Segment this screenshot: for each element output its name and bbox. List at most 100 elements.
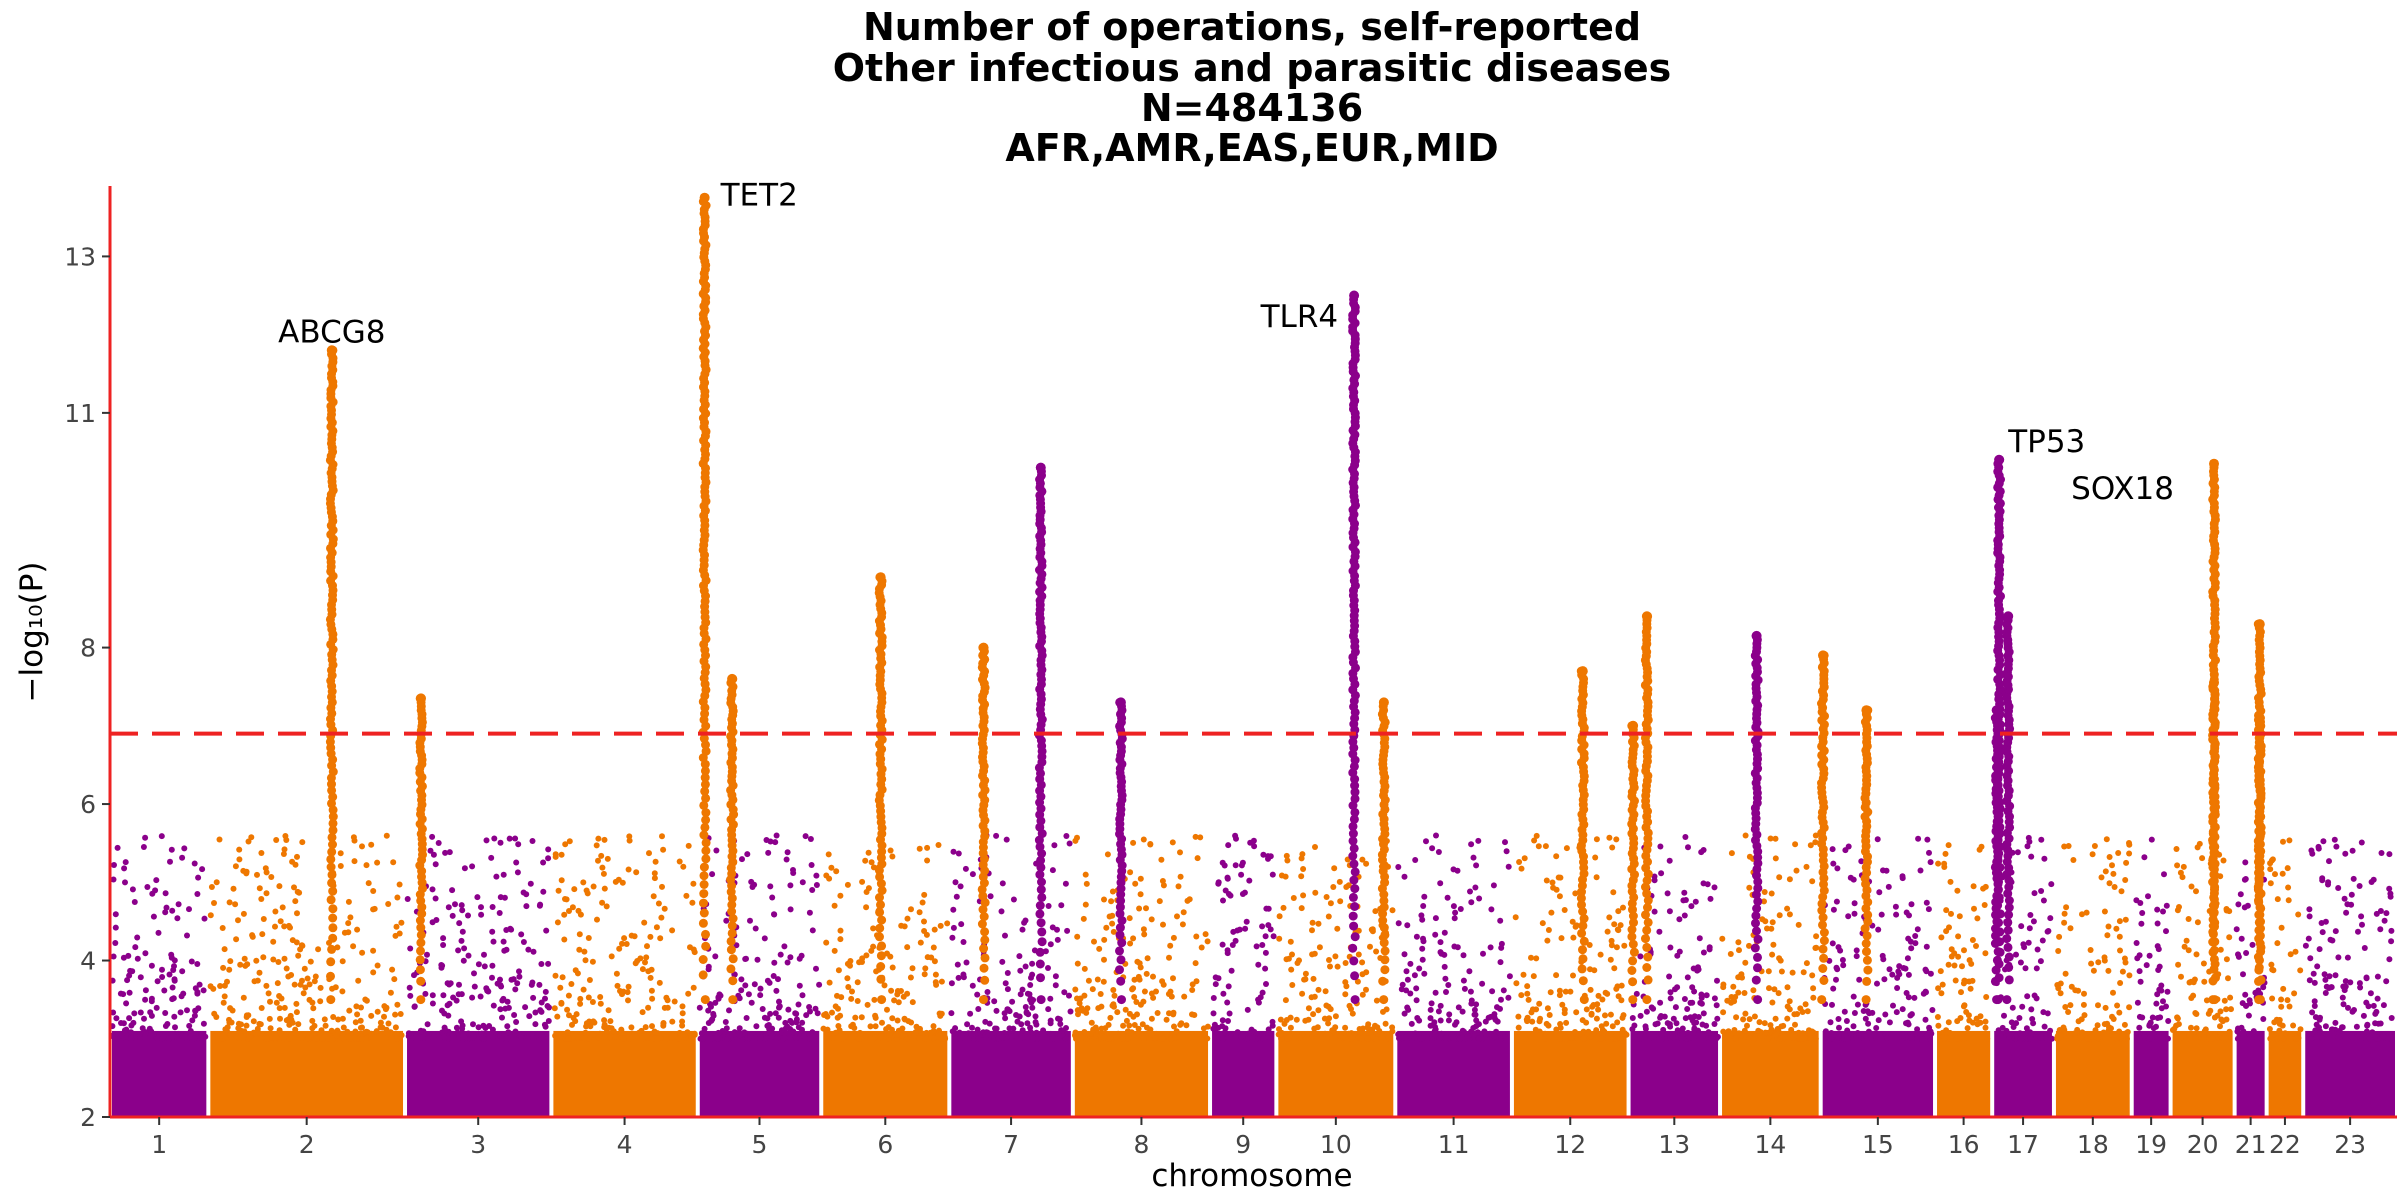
snp-point — [963, 959, 970, 966]
peak-point — [1862, 947, 1871, 957]
snp-point — [1192, 960, 1199, 967]
snp-point — [1845, 913, 1852, 920]
snp-point — [2028, 1031, 2035, 1038]
snp-point — [572, 967, 579, 974]
snp-point — [110, 953, 117, 960]
peak-point — [1990, 939, 2000, 948]
peak-15 — [1860, 705, 1873, 1005]
snp-point — [1383, 1006, 1390, 1013]
snp-point — [243, 868, 250, 875]
snp-points — [109, 832, 2395, 1117]
snp-point — [1267, 926, 1274, 933]
snp-point — [1290, 895, 1297, 901]
snp-point — [651, 875, 658, 882]
snp-point — [110, 876, 117, 883]
snp-point — [676, 1029, 683, 1036]
snp-point — [429, 992, 436, 999]
peak-point — [1035, 901, 1045, 910]
snp-point — [1289, 982, 1296, 988]
chromosome-13-points — [1629, 834, 1721, 1117]
snp-point — [1311, 950, 1318, 957]
chromosome-3-points — [404, 833, 552, 1117]
snp-point — [2038, 836, 2045, 843]
snp-point — [1974, 915, 1981, 922]
snp-point — [751, 981, 758, 988]
snp-point — [1177, 849, 1183, 856]
snp-point — [474, 894, 481, 901]
peak-point — [1863, 917, 1873, 927]
snp-point — [1812, 1035, 1819, 1042]
snp-point — [1850, 993, 1857, 1000]
snp-point — [1958, 989, 1964, 996]
snp-point — [1321, 1015, 1328, 1022]
snp-point — [292, 1026, 299, 1033]
snp-point — [339, 1015, 346, 1022]
snp-point — [1908, 901, 1915, 908]
peak-point — [326, 995, 336, 1005]
snp-point — [1884, 1035, 1890, 1042]
snp-point — [142, 950, 149, 957]
snp-point — [726, 1007, 732, 1014]
snp-point — [2320, 838, 2327, 845]
snp-point — [406, 984, 413, 991]
snp-point — [1599, 996, 1606, 1003]
snp-point — [744, 851, 751, 858]
peak-point — [1350, 867, 1360, 877]
snp-point — [1166, 1010, 1172, 1017]
peak-point — [1035, 947, 1045, 957]
snp-point — [2113, 925, 2120, 932]
snp-point — [199, 866, 206, 873]
snp-point — [485, 988, 492, 995]
snp-point — [813, 965, 819, 972]
snp-point — [1744, 1022, 1750, 1029]
peak-point — [978, 891, 988, 901]
snp-point — [2361, 945, 2368, 951]
snp-point — [2045, 928, 2052, 934]
snp-point — [636, 1029, 642, 1036]
snp-point — [1570, 934, 1577, 941]
snp-point — [1607, 956, 1614, 963]
snp-point — [1280, 904, 1287, 911]
peak-point — [700, 779, 710, 789]
snp-point — [1844, 1035, 1851, 1042]
snp-point — [577, 1000, 584, 1007]
snp-point — [150, 913, 157, 920]
snp-point — [2089, 851, 2096, 858]
snp-point — [2134, 955, 2141, 962]
snp-point — [178, 993, 185, 1000]
peak-point — [328, 933, 338, 943]
snp-point — [163, 904, 170, 911]
snp-point — [1963, 1009, 1970, 1015]
snp-point — [2110, 1016, 2117, 1022]
snp-point — [1334, 963, 1341, 970]
snp-point — [1094, 976, 1101, 983]
peak-point — [876, 951, 886, 961]
snp-point — [2062, 970, 2069, 977]
peak-point — [727, 928, 737, 938]
snp-point — [772, 1010, 779, 1017]
snp-point — [1651, 908, 1658, 915]
peak-point — [2004, 975, 2014, 985]
peak-point — [1860, 924, 1870, 933]
snp-point — [764, 1015, 771, 1022]
snp-point — [514, 980, 521, 987]
snp-point — [1969, 937, 1976, 943]
snp-point — [733, 942, 740, 949]
chromosome-1-points — [109, 833, 209, 1117]
snp-point — [1867, 1035, 1874, 1041]
snp-point — [1714, 1033, 1721, 1040]
snp-point — [962, 865, 969, 872]
snp-point — [676, 858, 683, 865]
snp-point — [757, 1034, 764, 1041]
peak-4 — [874, 572, 887, 1005]
peak-point — [728, 914, 738, 923]
snp-point — [486, 1023, 493, 1029]
snp-point — [1658, 870, 1665, 877]
peak-point — [1861, 939, 1871, 948]
snp-point — [2110, 989, 2116, 996]
snp-point — [1700, 1010, 1707, 1017]
snp-point — [240, 994, 247, 1001]
dense-band — [1212, 1030, 1275, 1117]
snp-point — [1238, 1034, 1244, 1041]
